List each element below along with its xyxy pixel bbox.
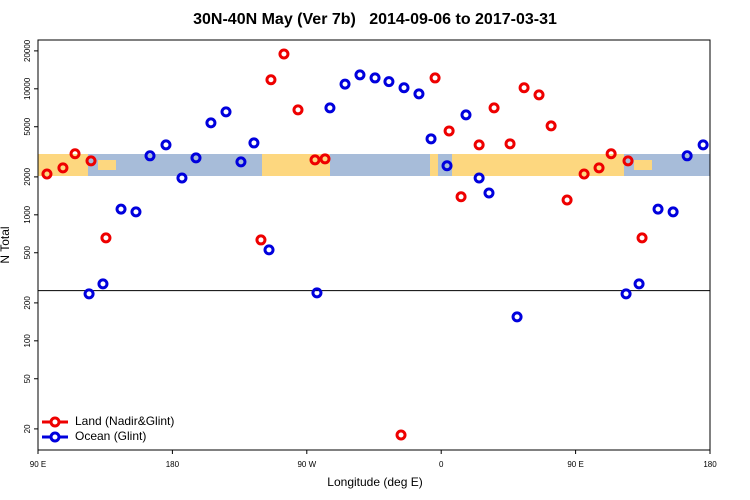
point	[144, 150, 156, 162]
y-tick-label: 1000	[23, 205, 32, 223]
point	[100, 232, 112, 244]
y-tick-label: 5000	[23, 117, 32, 135]
point	[160, 139, 172, 151]
point	[429, 72, 441, 84]
legend-item: Land (Nadir&Glint)	[42, 414, 174, 428]
y-tick-label: 20000	[23, 39, 32, 62]
point	[398, 82, 410, 94]
point	[455, 191, 467, 203]
point	[697, 139, 709, 151]
y-tick-label: 500	[23, 246, 32, 260]
x-tick-label: 90 E	[30, 460, 46, 469]
point	[324, 102, 336, 114]
y-tick-label: 200	[23, 296, 32, 310]
point	[511, 311, 523, 323]
point	[504, 138, 516, 150]
point	[605, 148, 617, 160]
point	[593, 162, 605, 174]
point	[309, 154, 321, 166]
point	[473, 172, 485, 184]
point	[545, 120, 557, 132]
point	[319, 153, 331, 165]
point	[85, 155, 97, 167]
point	[263, 244, 275, 256]
point	[255, 234, 267, 246]
point	[57, 162, 69, 174]
point	[533, 89, 545, 101]
chart-title: 30N-40N May (Ver 7b) 2014-09-06 to 2017-…	[193, 11, 557, 28]
legend-item: Ocean (Glint)	[42, 429, 146, 443]
land-band	[430, 154, 438, 176]
point	[425, 133, 437, 145]
legend-label: Land (Nadir&Glint)	[75, 414, 174, 428]
land-band	[98, 160, 116, 170]
y-tick-label: 2000	[23, 167, 32, 185]
point	[681, 150, 693, 162]
point	[488, 102, 500, 114]
point	[265, 74, 277, 86]
point	[518, 82, 530, 94]
legend-marker	[49, 416, 61, 428]
point	[413, 88, 425, 100]
point	[311, 287, 323, 299]
y-tick-label: 50	[23, 374, 32, 383]
point	[205, 117, 217, 129]
point	[383, 76, 395, 88]
point	[636, 232, 648, 244]
point	[369, 72, 381, 84]
legend-marker	[49, 431, 61, 443]
point	[69, 148, 81, 160]
point	[667, 206, 679, 218]
point	[622, 155, 634, 167]
point	[354, 69, 366, 81]
point	[235, 156, 247, 168]
x-tick-label: 0	[439, 460, 444, 469]
point	[41, 168, 53, 180]
point	[190, 152, 202, 164]
point	[278, 48, 290, 60]
point	[633, 278, 645, 290]
x-axis-label: Longitude (deg E)	[327, 475, 422, 489]
legend-label: Ocean (Glint)	[75, 429, 146, 443]
point	[460, 109, 472, 121]
point	[292, 104, 304, 116]
x-tick-label: 90 E	[567, 460, 583, 469]
point	[97, 278, 109, 290]
point	[115, 203, 127, 215]
point	[441, 160, 453, 172]
point	[248, 137, 260, 149]
point	[561, 194, 573, 206]
point	[578, 168, 590, 180]
point	[620, 288, 632, 300]
y-tick-label: 100	[23, 334, 32, 348]
point	[652, 203, 664, 215]
point	[483, 187, 495, 199]
x-tick-label: 180	[166, 460, 180, 469]
point	[176, 172, 188, 184]
plot-frame	[37, 39, 711, 451]
y-axis-label: N Total	[0, 226, 12, 263]
y-tick-label: 20	[23, 424, 32, 433]
point	[339, 78, 351, 90]
x-tick-label: 180	[703, 460, 717, 469]
point	[220, 106, 232, 118]
point	[443, 125, 455, 137]
map-band	[38, 154, 710, 176]
y-tick-label: 10000	[23, 77, 32, 100]
point	[130, 206, 142, 218]
point	[395, 429, 407, 441]
point	[83, 288, 95, 300]
point	[473, 139, 485, 151]
x-tick-label: 90 W	[297, 460, 316, 469]
land-band	[262, 154, 330, 176]
land-band	[634, 160, 652, 170]
